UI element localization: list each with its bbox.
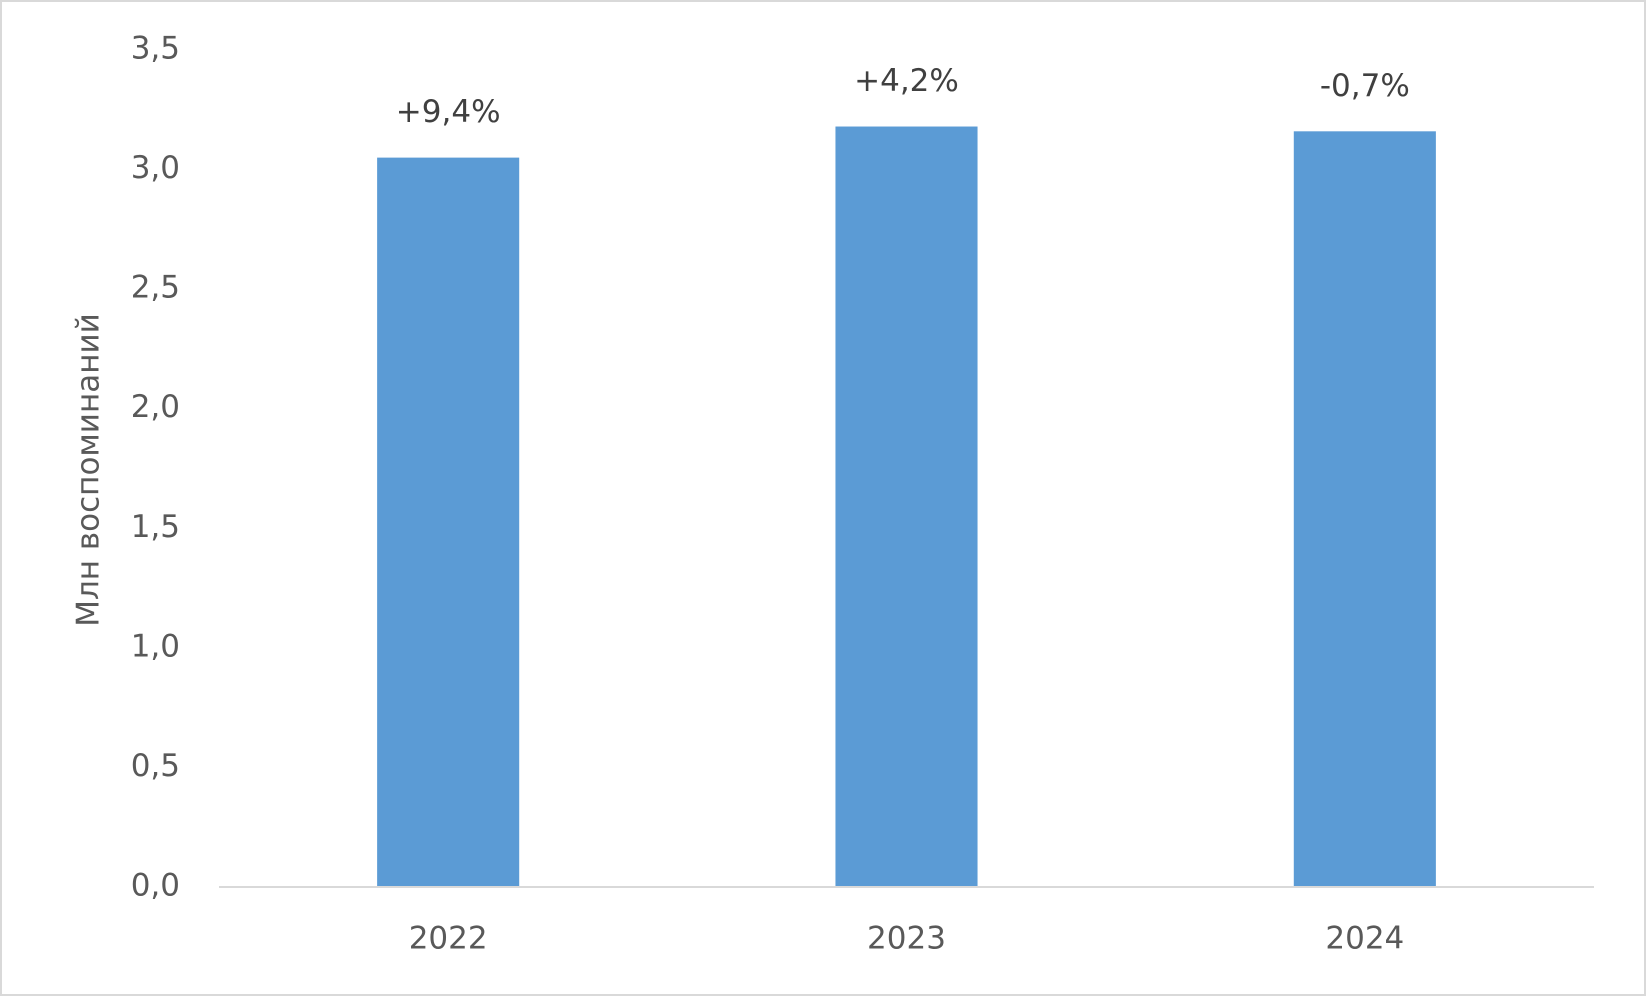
y-tick-label: 3,5: [131, 31, 180, 67]
bar: [1293, 131, 1436, 887]
y-tick-label: 2,5: [131, 270, 180, 306]
x-tick-label: 2022: [409, 921, 488, 957]
annotation: +4,2%: [854, 63, 959, 99]
x-tick-label: 2024: [1325, 921, 1404, 957]
y-tick-label: 1,0: [131, 628, 180, 664]
y-tick-label: 0,0: [131, 868, 180, 904]
y-tick-label: 2,0: [131, 389, 180, 425]
annotation: -0,7%: [1320, 68, 1410, 104]
bar: [835, 126, 978, 888]
bar: [377, 157, 520, 888]
y-tick-label: 1,5: [131, 509, 180, 545]
y-tick-label: 0,5: [131, 748, 180, 784]
x-tick-label: 2023: [867, 921, 946, 957]
annotation: +9,4%: [396, 94, 501, 130]
y-axis-label: Млн воспоминаний: [71, 313, 107, 627]
y-tick-label: 3,0: [131, 150, 180, 186]
